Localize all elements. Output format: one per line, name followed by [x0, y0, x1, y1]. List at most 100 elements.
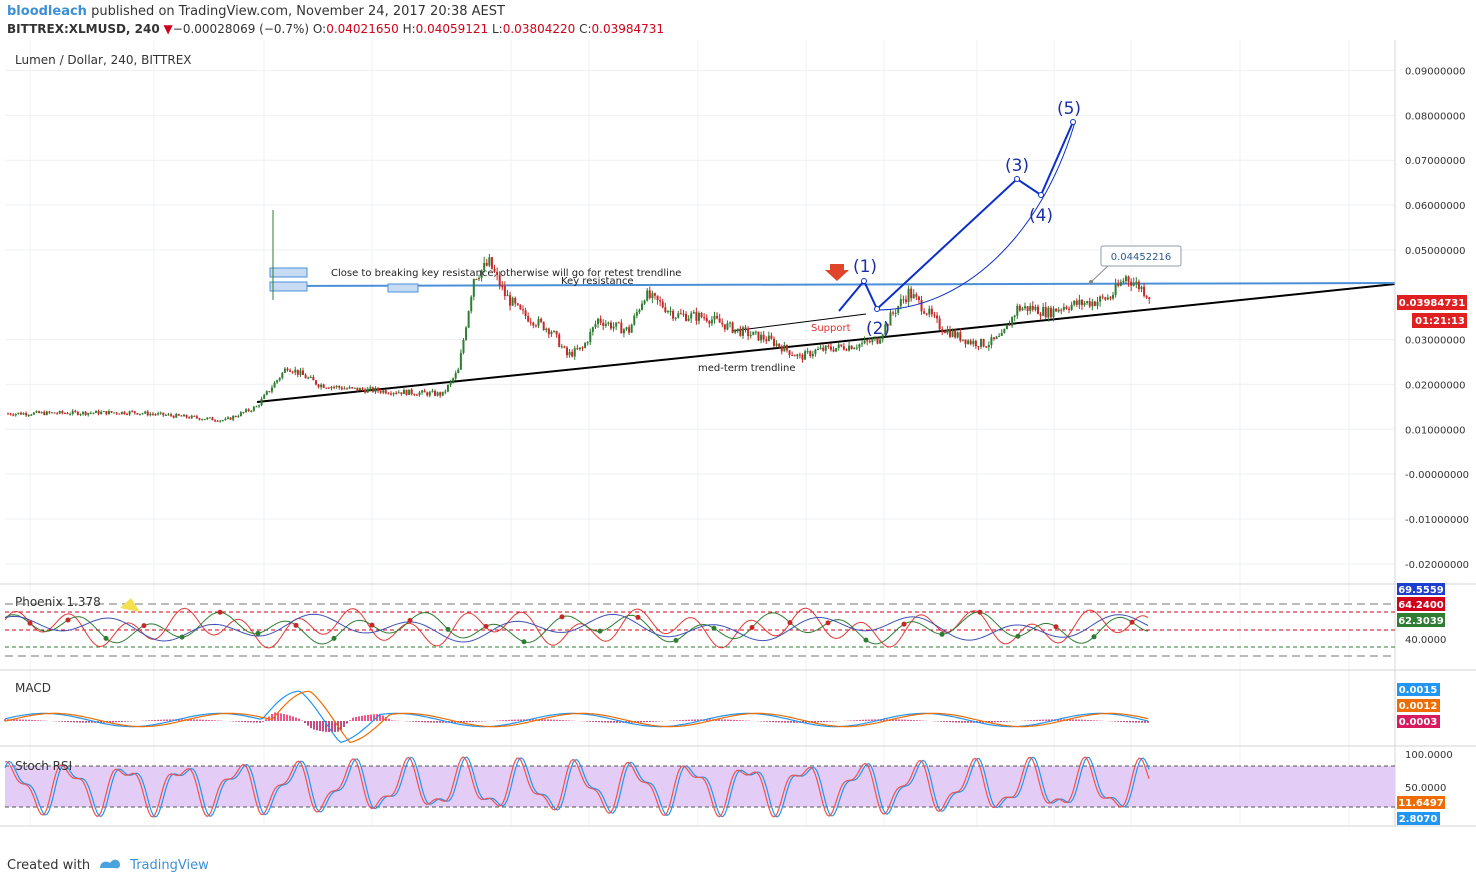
phoenix-dot [787, 620, 793, 626]
candle-body [545, 328, 548, 331]
author-link[interactable]: bloodleach [7, 4, 87, 19]
candle-body [943, 331, 946, 334]
candle-body [736, 328, 739, 330]
candle-body [643, 300, 646, 304]
candle-body [175, 414, 178, 418]
candle-body [1029, 306, 1032, 311]
phoenix-dot [331, 635, 337, 641]
candle-body [294, 369, 297, 373]
tradingview-logo-icon[interactable] [98, 856, 122, 874]
publish-text: published on TradingView.com, November 2… [91, 4, 505, 19]
candle-body [48, 411, 51, 413]
wave-label-2: (2) [866, 319, 890, 339]
support-label: Support [811, 323, 851, 334]
elliott-wave-path[interactable] [838, 121, 1074, 312]
candle-body [1047, 307, 1050, 318]
resistance-box[interactable] [269, 267, 308, 278]
candle-body [22, 413, 25, 415]
phoenix-tag-value: 64.2400 [1398, 600, 1444, 611]
candle-body [335, 385, 338, 387]
candle-body [537, 318, 540, 326]
candle-body [340, 387, 343, 390]
candle-body [237, 416, 240, 418]
candle-body [128, 411, 131, 415]
candle-body [866, 340, 869, 342]
candle-body [904, 299, 907, 302]
resistance-box[interactable] [269, 281, 308, 292]
y-tick-label: 0.08000000 [1405, 111, 1465, 122]
candle-body [400, 392, 403, 395]
tradingview-link[interactable]: TradingView [130, 857, 209, 873]
phoenix-dot [939, 631, 945, 637]
candle-body [201, 419, 204, 421]
candle-body [886, 324, 889, 326]
candle-body [12, 414, 15, 416]
created-with-text: Created with [7, 857, 91, 873]
candle-body [138, 413, 141, 415]
phoenix-dot [369, 622, 375, 628]
stoch-k-line [4, 756, 1150, 818]
candle-body [1003, 329, 1006, 333]
callout-pointer [1090, 264, 1110, 283]
candle-body [573, 348, 576, 357]
stoch-axis-label: 100.0000 [1405, 750, 1453, 761]
candle-body [653, 293, 656, 296]
candle-body [641, 303, 644, 310]
candle-body [268, 391, 271, 393]
candle-body [61, 411, 64, 414]
candle-body [1057, 309, 1060, 312]
price-callout[interactable] [1100, 245, 1182, 267]
trendline[interactable] [256, 283, 1396, 403]
candle-body [1117, 283, 1120, 286]
candle-body [120, 411, 123, 414]
candle-body [252, 406, 255, 411]
candle-body [496, 271, 499, 276]
candle-body [258, 405, 261, 407]
candle-body [27, 414, 30, 416]
candle-body [855, 347, 858, 349]
candle-body [524, 310, 527, 316]
stoch-rsi-pane[interactable]: Stoch RSI 100.0000 50.0000 11.6497 2.807… [4, 750, 1453, 825]
candle-body [853, 347, 856, 350]
candle-body [710, 319, 713, 324]
chart-area[interactable]: Lumen / Dollar, 240, BITTREX 0.090000000… [0, 40, 1476, 828]
key-resistance-line[interactable] [269, 282, 1396, 287]
candle-body [946, 329, 949, 334]
candle-body [159, 412, 162, 414]
candle-body [208, 417, 211, 419]
projection-curve[interactable] [876, 121, 1076, 311]
candle-body [801, 354, 804, 360]
candle-body [967, 340, 970, 344]
candle-body [410, 389, 413, 395]
candle-body [289, 370, 292, 372]
phoenix-pane[interactable]: Phoenix 1.378 69.5559 64.2400 62.3039 40… [4, 583, 1446, 657]
candle-body [778, 343, 781, 347]
candle-body [584, 343, 587, 348]
macd-pane[interactable]: MACD 0.0015 0.0012 0.0003 [4, 681, 1440, 744]
candle-body [912, 294, 915, 299]
candle-body [501, 286, 504, 288]
phoenix-dot [597, 628, 603, 634]
phoenix-dot [407, 618, 413, 624]
candle-body [741, 327, 744, 336]
y-tick-label: 0.01000000 [1405, 425, 1465, 436]
candle-body [1065, 306, 1068, 309]
candle-body [327, 387, 330, 389]
candle-body [190, 415, 193, 419]
candle-body [674, 317, 677, 319]
candle-body [276, 380, 279, 383]
candle-body [576, 348, 579, 350]
support-line[interactable] [731, 313, 867, 332]
candle-body [845, 349, 848, 351]
candle-body [100, 411, 103, 415]
candle-body [532, 322, 535, 326]
candle-body [620, 322, 623, 334]
resistance-box[interactable] [387, 283, 419, 293]
candle-body [377, 388, 380, 392]
candle-body [333, 386, 336, 388]
candle-body [540, 318, 543, 322]
candle-body [1062, 306, 1065, 310]
phoenix-dot [65, 617, 71, 623]
candle-body [1070, 304, 1073, 310]
candle-body [695, 312, 698, 321]
